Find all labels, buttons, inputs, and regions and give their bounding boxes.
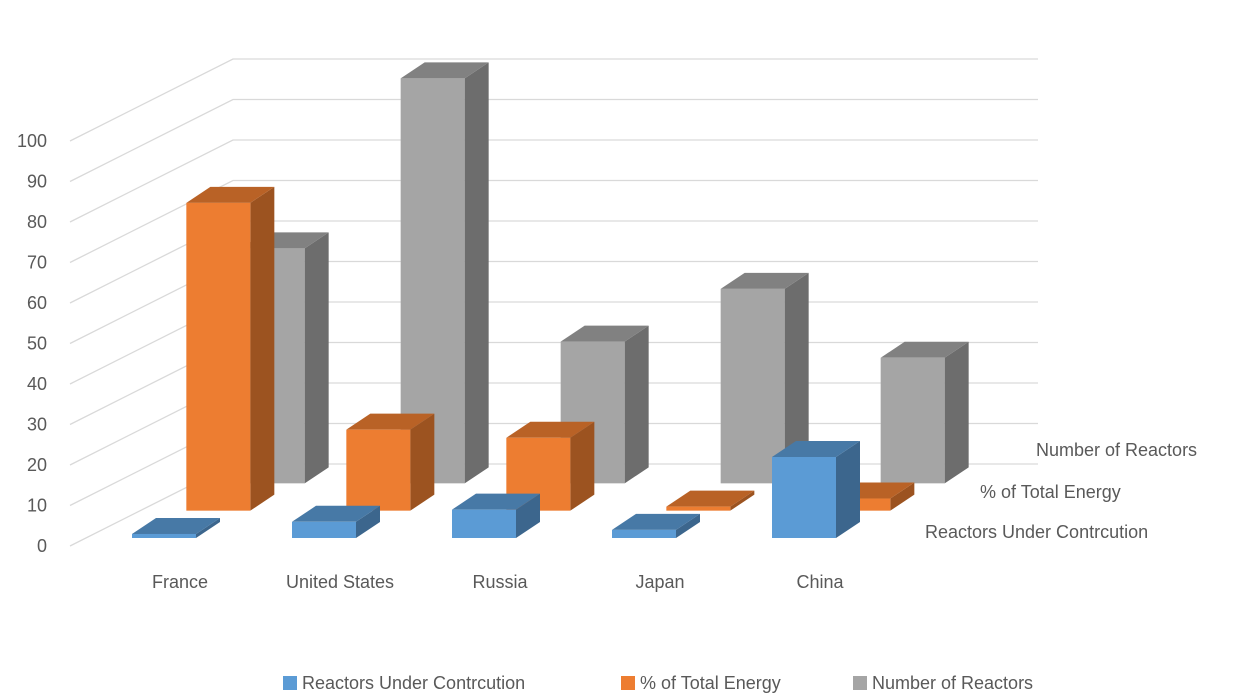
bar-front [720,288,785,484]
bar-front [772,457,836,538]
bar-front [666,506,731,511]
y-tick-label: 0 [37,536,47,556]
y-tick-label: 80 [27,212,47,232]
bar-side [624,325,649,484]
y-tick-label: 60 [27,293,47,313]
depth-axis-label: % of Total Energy [980,482,1121,502]
x-tick-label: France [152,572,208,592]
y-tick-label: 90 [27,172,47,192]
bar-top [720,272,809,289]
bar-top [666,490,755,507]
x-tick-label: Japan [635,572,684,592]
gridline [69,139,1038,223]
legend-swatch [853,676,867,690]
bar-side [464,62,489,484]
bar [666,490,755,511]
y-tick-label: 20 [27,455,47,475]
bar-top [400,62,489,79]
legend-swatch [283,676,297,690]
bar-top [880,341,969,358]
bar-top [186,186,275,203]
x-axis-labels: France United States Russia Japan China [152,572,845,592]
gridline [69,58,1038,142]
bar-side [836,441,860,538]
bar-front [186,202,251,511]
bars [132,62,969,538]
bar-top [292,505,380,522]
bar-front [612,529,676,538]
bar [720,272,809,484]
bar [612,513,700,538]
legend-swatch [621,676,635,690]
legend-item: % of Total Energy [621,673,781,693]
bar [292,505,380,538]
y-tick-label: 100 [17,131,47,151]
bar-top [346,413,435,430]
bar [132,517,220,538]
bar-side [356,505,380,538]
bar-side [410,413,435,511]
bar-side [676,513,700,538]
y-tick-label: 50 [27,334,47,354]
legend-label: % of Total Energy [640,673,781,693]
y-tick-label: 70 [27,253,47,273]
bar-side [784,272,809,484]
bar-side [730,490,755,511]
y-tick-label: 40 [27,374,47,394]
bar [346,413,435,511]
bar-front [452,509,516,538]
bar-side [516,493,540,538]
depth-axis-label: Number of Reactors [1036,440,1197,460]
gridline [69,98,1038,183]
bar-side [944,341,969,484]
y-tick-label: 10 [27,496,47,516]
bar-top [560,325,649,342]
y-tick-label: 30 [27,415,47,435]
legend: Reactors Under Contrcution % of Total Ene… [283,673,1033,693]
bar-front [346,429,411,511]
bar-top [772,441,860,457]
depth-axis-labels: Reactors Under Contrcution % of Total Ene… [925,440,1197,542]
x-tick-label: Russia [472,572,528,592]
bar [452,493,540,538]
bar-side [250,186,275,511]
bar [506,421,595,511]
legend-label: Number of Reactors [872,673,1033,693]
bar [880,341,969,484]
legend-item: Number of Reactors [853,673,1033,693]
series-2 [240,62,969,484]
legend-item: Reactors Under Contrcution [283,673,525,693]
y-axis-ticks: 0 10 20 30 40 50 60 70 80 90 100 [17,131,47,556]
depth-axis-label: Reactors Under Contrcution [925,522,1148,542]
bar-top [612,513,700,530]
x-tick-label: United States [286,572,394,592]
legend-label: Reactors Under Contrcution [302,673,525,693]
gridline [69,179,1038,264]
bar-top [506,421,595,438]
bar-top [132,517,220,534]
bar-side [196,517,220,538]
x-tick-label: China [796,572,844,592]
bar-front [132,533,196,538]
bar-side [304,232,329,484]
bar-top [452,493,540,510]
bar-front [880,357,945,484]
bar [772,441,860,538]
series-0 [132,441,860,538]
bar-side [570,421,595,511]
bar-front [292,521,356,538]
bar-side [890,482,915,511]
bar [186,186,275,511]
series-1 [186,186,915,511]
